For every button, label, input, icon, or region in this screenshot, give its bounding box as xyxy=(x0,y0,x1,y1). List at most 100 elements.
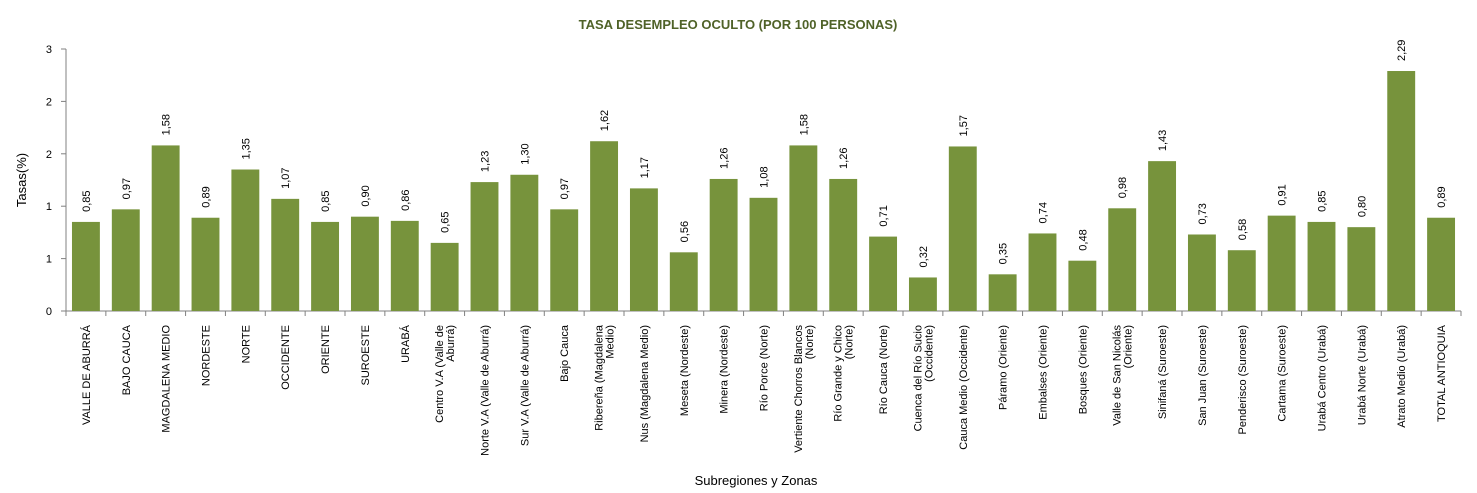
data-label: 0,89 xyxy=(1436,186,1448,207)
bar xyxy=(350,216,379,311)
bar xyxy=(311,221,340,311)
bar xyxy=(948,146,977,311)
data-label: 0,89 xyxy=(201,186,213,207)
bar xyxy=(470,182,499,311)
x-tick-label: Penderisco (Suroeste) xyxy=(1237,325,1249,434)
data-label: 1,43 xyxy=(1157,130,1169,151)
x-tick-label: Bajo Cauca xyxy=(559,324,571,382)
bar xyxy=(71,221,100,311)
x-tick-label: ORIENTE xyxy=(320,325,332,374)
x-tick-label: Río Cauca (Norte) xyxy=(878,325,890,414)
data-label: 2,29 xyxy=(1396,40,1408,61)
y-tick-label: 0 xyxy=(46,306,52,318)
plot-area: 0 1 1 2 2 3 0,85 VALLE DE ABURRÁ 0,97 BAJO CAUCA 1… xyxy=(46,40,1462,456)
x-tick-label: Centro V.A (Valle de xyxy=(434,325,446,423)
x-tick-label: Urabá Centro (Urabá) xyxy=(1317,325,1329,431)
x-tick-label: Aburrá) xyxy=(445,325,457,362)
bar xyxy=(550,209,579,311)
bar xyxy=(669,252,698,311)
data-label: 0,48 xyxy=(1077,229,1089,250)
x-tick-label: Vertiente Chorros Blancos xyxy=(793,325,805,453)
data-label: 1,35 xyxy=(240,138,252,159)
x-tick-label: Valle de San Nicolás xyxy=(1112,325,1124,426)
data-label: 0,90 xyxy=(360,185,372,206)
y-tick-label: 2 xyxy=(46,96,52,108)
bar xyxy=(1028,233,1057,311)
x-tick-label: Nus (Magdalena Medio) xyxy=(639,325,651,442)
data-label: 0,97 xyxy=(121,178,133,199)
data-label: 1,30 xyxy=(519,143,531,164)
bar xyxy=(1068,260,1097,311)
data-label: 0,73 xyxy=(1197,203,1209,224)
data-label: 0,58 xyxy=(1237,219,1249,240)
bar xyxy=(430,242,459,311)
x-tick-label: VALLE DE ABURRÁ xyxy=(80,324,93,425)
x-tick-label: (Norte) xyxy=(844,325,856,359)
data-label: 0,98 xyxy=(1117,177,1129,198)
x-tick-label: Minera (Nordeste) xyxy=(719,325,731,414)
x-axis-label: Subregiones y Zonas xyxy=(695,473,818,488)
x-tick-label: Sur V.A (Valle de Aburrá) xyxy=(519,325,531,446)
x-tick-label: Sinifaná (Suroeste) xyxy=(1157,325,1169,419)
bar xyxy=(1227,250,1256,311)
bar xyxy=(1267,215,1296,311)
bar xyxy=(1148,161,1177,311)
x-tick-label: Río Grande y Chico xyxy=(833,325,845,422)
x-tick-label: MAGDALENA MEDIO xyxy=(161,325,173,433)
bar xyxy=(869,236,898,311)
bar xyxy=(191,217,220,311)
x-tick-label: Cartama (Suroeste) xyxy=(1277,325,1289,422)
bar xyxy=(1187,234,1216,311)
data-label: 0,85 xyxy=(320,190,332,211)
x-tick-label: Cauca Medio (Occidente) xyxy=(958,325,970,450)
x-tick-label: NORTE xyxy=(240,325,252,363)
x-tick-label: NORDESTE xyxy=(201,325,213,386)
chart-title: TASA DESEMPLEO OCULTO (POR 100 PERSONAS) xyxy=(579,17,898,32)
x-tick-label: (Norte) xyxy=(804,325,816,359)
bar xyxy=(1307,221,1336,311)
x-tick-label: OCCIDENTE xyxy=(280,325,292,390)
data-label: 1,26 xyxy=(838,148,850,169)
data-label: 1,62 xyxy=(599,110,611,131)
x-tick-label: Ribereña (Magdalena xyxy=(594,324,606,431)
y-tick-label: 2 xyxy=(46,149,52,161)
x-tick-label: San Juan (Suroeste) xyxy=(1197,325,1209,426)
bar xyxy=(590,141,619,311)
data-label: 0,71 xyxy=(878,205,890,226)
x-tick-label: Páramo (Oriente) xyxy=(998,325,1010,410)
data-label: 0,85 xyxy=(81,190,93,211)
data-label: 0,86 xyxy=(400,189,412,210)
data-label: 1,58 xyxy=(798,114,810,135)
bar xyxy=(390,220,419,311)
bar xyxy=(629,188,658,311)
data-label: 0,91 xyxy=(1277,184,1289,205)
bar xyxy=(908,277,937,311)
bar xyxy=(1387,71,1416,312)
bar xyxy=(231,169,260,311)
data-label: 1,58 xyxy=(161,114,173,135)
y-tick-label: 1 xyxy=(46,201,52,213)
bar xyxy=(1347,227,1376,311)
x-tick-label: SUROESTE xyxy=(360,325,372,386)
data-label: 1,26 xyxy=(719,148,731,169)
bar xyxy=(1108,208,1137,311)
x-tick-label: (Occidente) xyxy=(923,325,935,382)
bar xyxy=(510,174,539,311)
data-label: 0,32 xyxy=(918,246,930,267)
x-tick-label: Embalses (Oriente) xyxy=(1038,325,1050,420)
x-tick-label: Norte V.A (Valle de Aburrá) xyxy=(480,325,492,456)
bar xyxy=(271,198,300,311)
bar xyxy=(789,145,818,311)
bar xyxy=(988,274,1017,311)
x-tick-label: Río Porce (Norte) xyxy=(759,325,771,411)
x-tick-label: Bosques (Oriente) xyxy=(1077,325,1089,414)
bar xyxy=(709,178,738,311)
data-label: 0,97 xyxy=(559,178,571,199)
bar xyxy=(749,197,778,311)
data-label: 0,65 xyxy=(440,211,452,232)
data-label: 0,35 xyxy=(998,243,1010,264)
x-tick-label: Meseta (Nordeste) xyxy=(679,325,691,416)
x-tick-label: Urabá Norte (Urabá) xyxy=(1356,325,1368,425)
x-tick-label: URABÁ xyxy=(399,324,412,363)
